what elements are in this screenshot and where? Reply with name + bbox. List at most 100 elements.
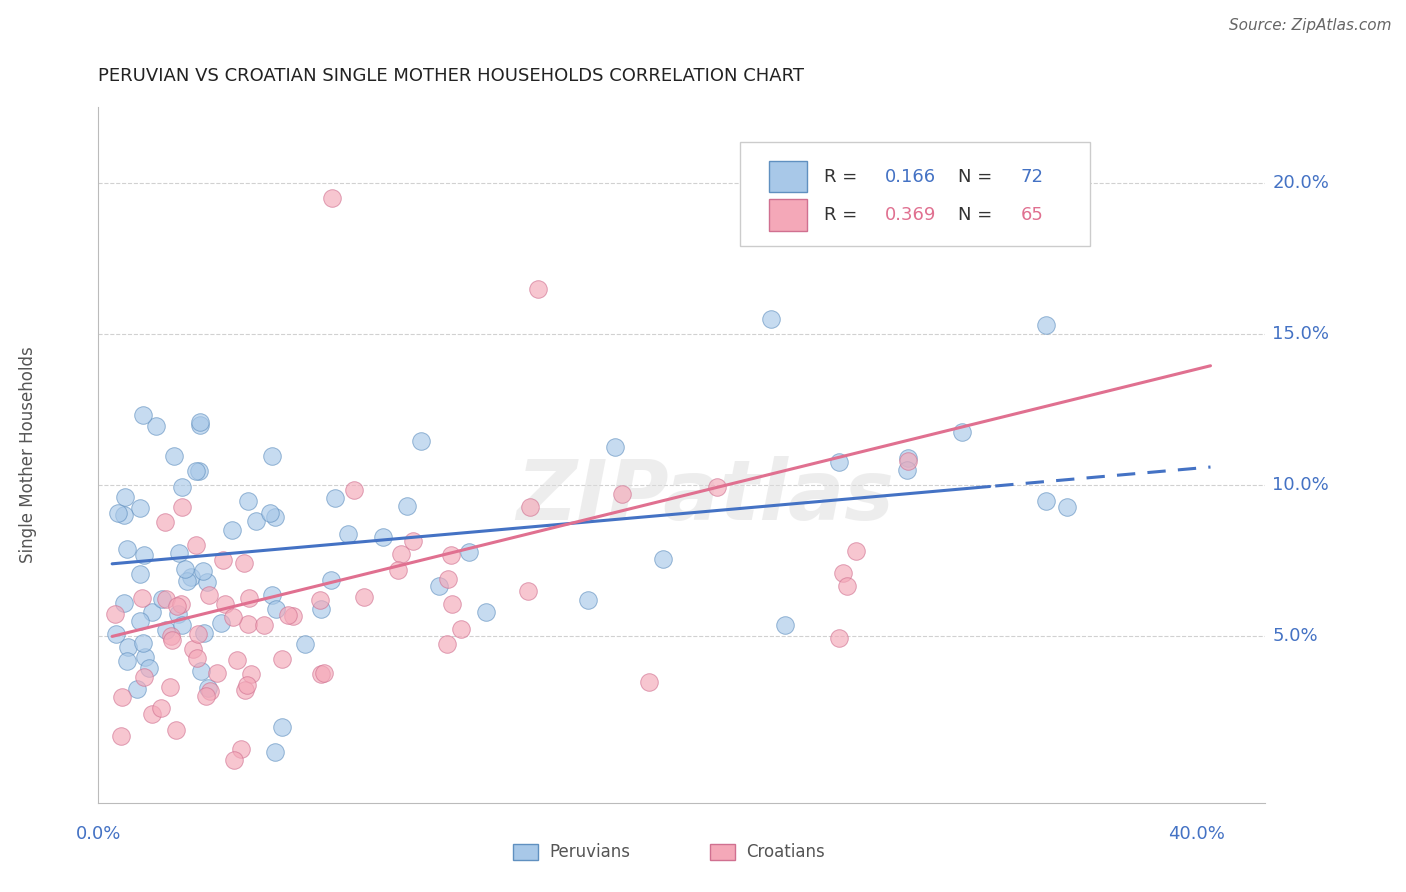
Point xyxy=(149,701,172,715)
Point xyxy=(474,605,496,619)
Point xyxy=(337,527,360,541)
Point xyxy=(170,617,193,632)
Text: R =: R = xyxy=(824,206,863,224)
Point xyxy=(271,651,294,665)
Point xyxy=(170,480,193,494)
Point xyxy=(831,566,853,580)
Text: 10.0%: 10.0% xyxy=(1272,476,1329,494)
Point xyxy=(440,597,463,611)
Point xyxy=(129,566,152,581)
Point xyxy=(188,417,211,432)
Text: 0.369: 0.369 xyxy=(884,206,936,224)
Text: PERUVIAN VS CROATIAN SINGLE MOTHER HOUSEHOLDS CORRELATION CHART: PERUVIAN VS CROATIAN SINGLE MOTHER HOUSE… xyxy=(98,67,804,85)
Point xyxy=(160,633,183,648)
Point xyxy=(132,636,155,650)
Point xyxy=(652,552,675,566)
Point xyxy=(321,191,343,205)
Point xyxy=(238,591,260,605)
Point xyxy=(107,507,129,521)
Point xyxy=(209,615,232,630)
Point xyxy=(458,545,481,559)
Point xyxy=(389,547,412,561)
Text: Peruvians: Peruvians xyxy=(550,843,631,861)
Point xyxy=(1035,493,1057,508)
Point xyxy=(125,682,148,697)
Text: 5.0%: 5.0% xyxy=(1272,627,1317,646)
Point xyxy=(603,440,626,454)
Point xyxy=(176,574,198,588)
Point xyxy=(775,618,797,632)
Point xyxy=(236,494,259,508)
Point xyxy=(309,667,332,681)
Point xyxy=(150,591,173,606)
Point xyxy=(845,544,868,558)
Point xyxy=(517,583,540,598)
Point xyxy=(576,592,599,607)
Point xyxy=(114,490,136,504)
Point xyxy=(134,670,156,684)
Point xyxy=(319,573,342,587)
Point xyxy=(245,515,267,529)
Point xyxy=(155,592,177,607)
Point xyxy=(134,650,156,665)
Point xyxy=(205,665,228,680)
Point xyxy=(166,607,188,622)
Point xyxy=(155,623,177,637)
Point xyxy=(104,627,127,641)
Point xyxy=(277,607,299,622)
Point xyxy=(262,588,284,602)
Point xyxy=(117,654,139,668)
Point xyxy=(371,530,394,544)
Point xyxy=(450,622,472,636)
Point xyxy=(104,607,127,622)
Point xyxy=(112,508,135,522)
Point xyxy=(436,637,458,651)
Point xyxy=(111,690,134,704)
Point xyxy=(214,597,236,611)
Text: 0.0%: 0.0% xyxy=(76,825,121,843)
Text: 20.0%: 20.0% xyxy=(1272,174,1329,192)
Point xyxy=(610,486,633,500)
Point xyxy=(141,706,163,721)
Point xyxy=(896,463,918,477)
Point xyxy=(1056,500,1078,514)
Text: N =: N = xyxy=(959,168,998,186)
Point xyxy=(186,651,208,665)
Point xyxy=(170,500,193,515)
Point xyxy=(308,593,330,607)
Point xyxy=(188,464,211,478)
Point xyxy=(437,572,460,586)
Point xyxy=(427,579,450,593)
Point xyxy=(222,753,245,767)
Point xyxy=(281,608,304,623)
Point xyxy=(145,419,167,434)
Point xyxy=(188,415,211,429)
Point xyxy=(115,541,138,556)
Point xyxy=(238,616,260,631)
Point xyxy=(519,500,541,515)
Point xyxy=(212,553,235,567)
Point xyxy=(197,588,219,602)
Point xyxy=(190,664,212,678)
Point xyxy=(706,480,728,494)
Bar xyxy=(769,199,807,230)
Point xyxy=(132,548,155,562)
Point xyxy=(1035,318,1057,332)
Point xyxy=(200,683,222,698)
Point xyxy=(828,631,851,645)
Bar xyxy=(769,161,807,193)
Point xyxy=(197,681,219,695)
Text: 15.0%: 15.0% xyxy=(1272,325,1330,343)
Point xyxy=(225,653,247,667)
Point xyxy=(309,601,332,615)
Point xyxy=(294,637,316,651)
Point xyxy=(233,682,256,697)
Point xyxy=(167,546,190,560)
Point xyxy=(232,556,254,570)
Point xyxy=(222,609,245,624)
Point xyxy=(259,506,281,520)
Point xyxy=(409,434,432,448)
Point xyxy=(837,579,859,593)
Point xyxy=(163,449,186,463)
Point xyxy=(132,408,155,422)
